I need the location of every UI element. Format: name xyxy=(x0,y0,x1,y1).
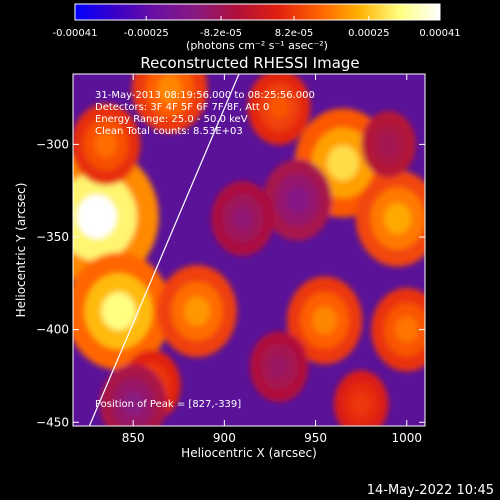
footer-timestamp: 14-May-2022 10:45 xyxy=(367,483,494,498)
x-axis-label: Heliocentric X (arcsec) xyxy=(181,446,317,460)
solar-limb-line xyxy=(88,74,240,426)
colorbar-tick-label: -0.00041 xyxy=(53,28,98,39)
plot-frame xyxy=(72,73,426,427)
y-tick-label: −350 xyxy=(36,230,69,244)
heatmap-blob-core xyxy=(184,296,210,327)
y-axis-label: Heliocentric Y (arcsec) xyxy=(14,183,28,318)
colorbar-tick-label: 8.2e-05 xyxy=(275,28,313,39)
colorbar-unit-label: (photons cm⁻² s⁻¹ asec⁻²) xyxy=(186,39,328,52)
y-tick-label: −300 xyxy=(36,137,69,151)
x-tick-label: 1000 xyxy=(391,431,422,445)
y-tick-label: −400 xyxy=(36,323,69,337)
heatmap-blob-core xyxy=(122,390,145,417)
heatmap-blob-core xyxy=(395,316,419,344)
colorbar-tick-label: 0.00025 xyxy=(348,28,389,39)
heatmap-blob-core xyxy=(101,292,136,331)
peak-position-label: Position of Peak = [827,-339] xyxy=(95,399,241,410)
heatmap-blob-core xyxy=(327,145,359,181)
colorbar-tick-label: 0.00041 xyxy=(419,28,460,39)
heatmap-blob-core xyxy=(269,355,289,379)
y-axis-ticks: −300 −350 −400 −450 xyxy=(36,137,425,429)
colorbar-ticks: -0.00041 -0.00025 -8.2e-05 8.2e-05 0.00025 0.… xyxy=(53,16,461,39)
x-axis-ticks: 850 900 950 1000 xyxy=(122,74,422,445)
colorbar-tick-label: -0.00025 xyxy=(124,28,169,39)
annotation-clean-counts: Clean Total counts: 8.53E+03 xyxy=(95,126,243,137)
heatmap-blob-core xyxy=(352,393,370,415)
annotation-detectors: Detectors: 3F 4F 5F 6F 7F 8F, Att 0 xyxy=(95,102,269,113)
x-tick-label: 900 xyxy=(213,431,236,445)
heatmap-blob-core xyxy=(157,74,182,104)
heatmap-blob-core xyxy=(232,206,253,231)
colorbar xyxy=(75,4,440,20)
heatmap-blob-core xyxy=(286,186,309,214)
x-tick-label: 850 xyxy=(122,431,145,445)
annotation-energy-range: Energy Range: 25.0 - 50.0 keV xyxy=(95,114,248,125)
heatmap-blob-core xyxy=(94,131,117,158)
heatmap-image xyxy=(73,74,425,426)
heatmap-blob-core xyxy=(312,306,337,335)
colorbar-tick-label: -8.2e-05 xyxy=(200,28,242,39)
heatmap-blob-core xyxy=(268,95,290,120)
chart-title: Reconstructed RHESSI Image xyxy=(140,54,359,72)
info-annotations: 31-May-2013 08:19:56.000 to 08:25:56.000… xyxy=(95,90,315,137)
heatmap-blob-core xyxy=(384,202,412,235)
heatmap-blob-core xyxy=(379,133,398,156)
annotation-time-range: 31-May-2013 08:19:56.000 to 08:25:56.000 xyxy=(95,90,315,101)
x-tick-label: 950 xyxy=(304,431,327,445)
heatmap-blob-core xyxy=(76,194,117,239)
y-tick-label: −450 xyxy=(36,415,69,429)
